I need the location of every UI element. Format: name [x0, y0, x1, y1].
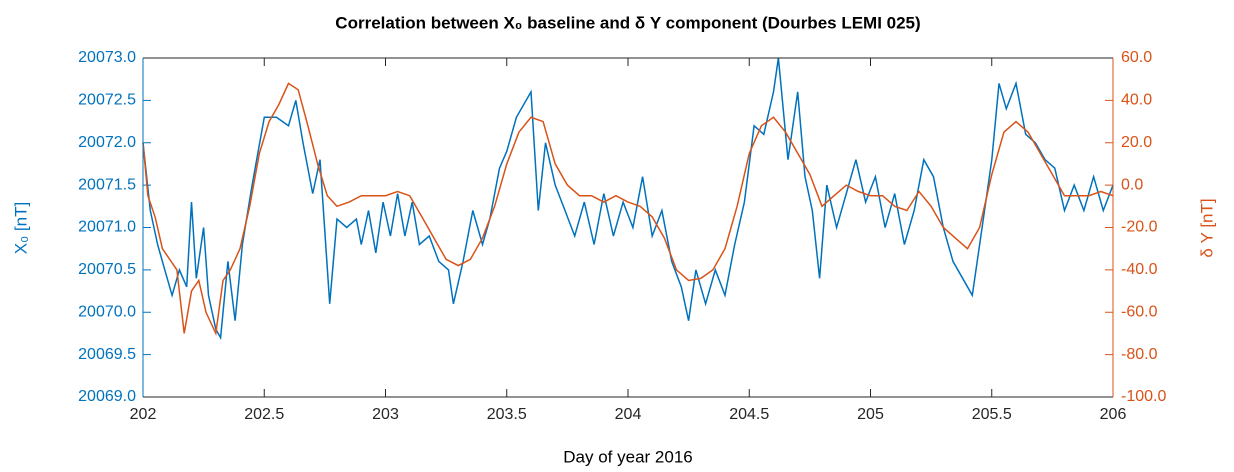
x-tick-label: 204 [615, 406, 642, 423]
y-tick-label: 20071.5 [78, 176, 136, 193]
y-tick-label: 20070.0 [78, 303, 136, 320]
y-tick-label: 20069.5 [78, 346, 136, 363]
y2-tick-label: 0.0 [1121, 176, 1143, 193]
y2-tick-label: -60.0 [1121, 303, 1158, 320]
x-tick-label: 204.5 [729, 406, 769, 423]
y-tick-label: 20073.0 [78, 49, 136, 66]
y-tick-label: 20072.5 [78, 92, 136, 109]
y2-tick-label: -80.0 [1121, 346, 1158, 363]
x-axis-label: Day of year 2016 [563, 447, 692, 466]
y2-axis-label: δ Y [nT] [1197, 198, 1216, 257]
x-tick-label: 202.5 [244, 406, 284, 423]
x-tick-label: 203.5 [487, 406, 527, 423]
y-tick-label: 20069.0 [78, 388, 136, 405]
chart-title: Correlation between X₀ baseline and δ Y … [335, 13, 920, 32]
x-tick-label: 205.5 [972, 406, 1012, 423]
y2-tick-label: 40.0 [1121, 92, 1152, 109]
data-line [142, 82, 1114, 337]
y-tick-label: 20071.0 [78, 219, 136, 236]
y-axis-label: X₀ [nT] [11, 202, 30, 254]
x-tick-label: 206 [1100, 406, 1127, 423]
y2-tick-label: -40.0 [1121, 261, 1158, 278]
y2-tick-label: 60.0 [1121, 49, 1152, 66]
x-tick-label: 203 [372, 406, 399, 423]
y2-tick-label: -100.0 [1121, 388, 1166, 405]
y2-tick-label: -20.0 [1121, 219, 1158, 236]
x-tick-label: 205 [857, 406, 884, 423]
x-tick-label: 202 [130, 406, 157, 423]
y-tick-label: 20070.5 [78, 261, 136, 278]
y2-tick-label: 20.0 [1121, 134, 1152, 151]
data-line [142, 57, 1114, 341]
y-tick-label: 20072.0 [78, 134, 136, 151]
